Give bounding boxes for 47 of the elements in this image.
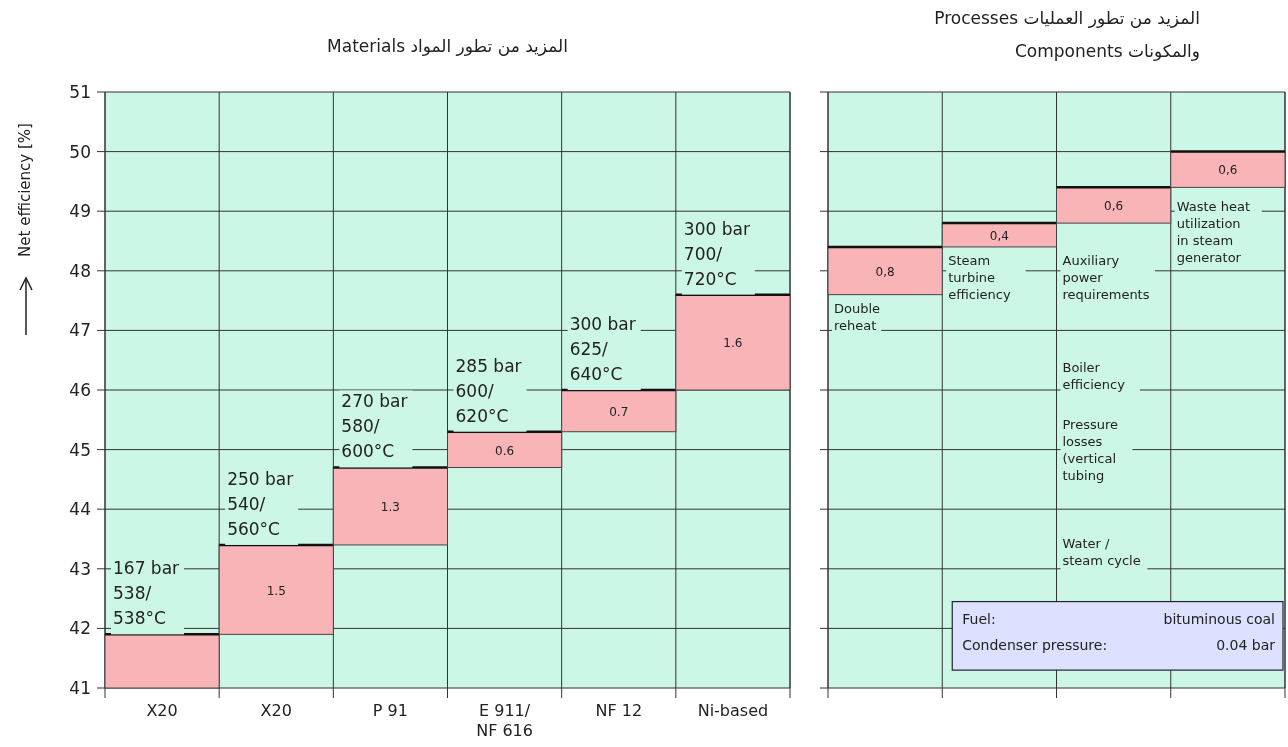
x-tick-label: E 911/ NF 616 [476,701,533,740]
data-label: 0,4 [989,229,1009,244]
x-tick-label: Ni-based [697,701,769,720]
annotation: bituminous coal [1163,610,1275,627]
annotation: Fuel: [962,610,996,627]
annotation: 167 bar 538/ 538°C [113,558,180,629]
data-label: 0.6 [495,443,515,458]
data-label: 0.7 [609,404,629,419]
annotation: Steam turbine efficiency [948,252,1011,302]
data-label: 0,6 [1104,199,1124,214]
y-tick-label: 43 [69,558,91,579]
y-tick-label: 50 [69,141,91,162]
annotation: Auxiliary power requirements [1062,252,1150,302]
annotation: Boiler efficiency [1062,360,1126,393]
data-label: 0,8 [875,264,895,279]
y-tick-label: 51 [69,82,91,102]
annotation: 285 bar 600/ 620°C [455,355,522,426]
chart-subtitle: والمكونات Components [1015,41,1200,61]
annotation: 300 bar 700/ 720°C [683,218,750,289]
annotation: Double reheat [834,300,881,333]
chart-title: المزيد من تطور العمليات Processes [934,8,1200,28]
annotation: 250 bar 540/ 560°C [227,468,294,539]
y-tick-label: 44 [69,499,91,520]
data-label: 0,6 [1218,163,1238,178]
x-tick-label: P 91 [372,701,408,720]
data-label: 1.5 [266,583,286,598]
data-label: 1.3 [380,500,400,515]
annotation: Condenser pressure: [962,636,1108,653]
annotation: 270 bar 580/ 600°C [341,391,408,462]
annotation: Water / steam cycle [1062,535,1141,568]
y-tick-label: 46 [69,380,91,400]
x-tick-label: X20 [146,701,178,720]
data-label: 1.6 [723,336,743,351]
annotation: 300 bar 625/ 640°C [569,314,636,384]
x-tick-label: NF 12 [595,701,643,720]
x-tick-label: X20 [260,701,292,720]
chart-title: المزيد من تطور المواد Materials [327,36,568,56]
annotation: 0.04 bar [1216,636,1276,653]
y-tick-label: 41 [69,678,91,698]
y-tick-label: 47 [69,320,91,341]
annotation: Pressure losses (vertical tubing [1062,416,1119,483]
y-tick-label: 48 [69,260,91,281]
y-axis-title: Net efficiency [%] [16,123,34,257]
y-tick-label: 42 [69,618,91,639]
y-tick-label: 45 [69,439,91,460]
annotation: Waste heat utilization in steam generator [1176,199,1251,266]
y-tick-label: 49 [69,201,91,222]
